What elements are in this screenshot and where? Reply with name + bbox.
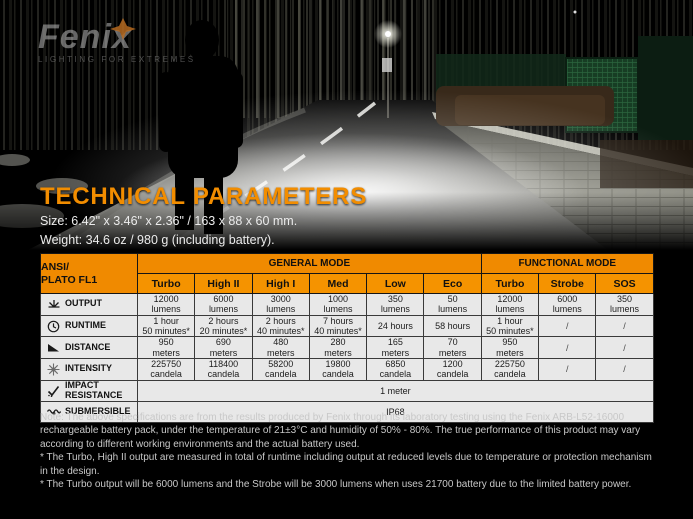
intensity-func-turbo: 225750 candela (480, 358, 540, 381)
col-eco: Eco (423, 273, 482, 294)
output-strobe: 6000 lumens (538, 293, 597, 316)
lamp-pole (387, 38, 389, 118)
table-row-output: OUTPUT 12000 lumens 6000 lumens 3000 lum… (40, 293, 654, 316)
runtime-high1: 2 hours 40 minutes* (251, 314, 310, 338)
row-label-runtime: RUNTIME (65, 320, 106, 331)
impact-icon (46, 385, 61, 397)
intensity-strobe: / (538, 358, 597, 381)
output-med: 1000 lumens (308, 293, 368, 316)
output-high1: 3000 lumens (251, 293, 310, 316)
output-func-turbo: 12000 lumens (480, 293, 540, 316)
page-title: TECHNICAL PARAMETERS (40, 183, 368, 210)
intensity-high2: 118400 candela (194, 358, 253, 381)
spec-table: ANSI/ PLATO FL1 GENERAL MODE FUNCTIONAL … (40, 253, 654, 423)
table-row-runtime: RUNTIME 1 hour 50 minutes* 2 hours 20 mi… (40, 314, 654, 338)
table-row-submersible: SUBMERSIBLE IP68 (40, 400, 654, 423)
intensity-turbo: 225750 candela (136, 358, 196, 381)
distance-med: 280 meters (308, 336, 368, 360)
col-func-turbo: Turbo (480, 273, 540, 294)
col-sos: SOS (595, 273, 654, 294)
output-eco: 50 lumens (423, 293, 482, 316)
row-label-output: OUTPUT (65, 298, 102, 309)
pole-sign (382, 58, 392, 72)
submersible-value: IP68 (137, 400, 654, 423)
bottom-fade (0, 192, 693, 250)
submersible-icon (46, 406, 61, 417)
impact-resistance-value: 1 meter (137, 379, 654, 402)
col-high2: High II (194, 273, 253, 294)
distance-eco: 70 meters (423, 336, 482, 360)
runtime-func-turbo: 1 hour 50 minutes* (480, 314, 540, 338)
col-high1: High I (251, 273, 310, 294)
table-row-intensity: INTENSITY 225750 candela 118400 candela … (40, 358, 654, 381)
row-label-submersible: SUBMERSIBLE (65, 405, 131, 416)
hero-photo: Fenix LIGHTING FOR EXTREMES TECHNICAL PA… (0, 0, 693, 250)
output-low: 350 lumens (366, 293, 425, 316)
distance-high1: 480 meters (251, 336, 310, 360)
runtime-high2: 2 hours 20 minutes* (194, 314, 253, 338)
row-label-intensity: INTENSITY (65, 363, 113, 374)
distant-light (573, 10, 577, 14)
runtime-sos: / (595, 314, 654, 338)
output-turbo: 12000 lumens (136, 293, 196, 316)
mode-columns-row: Turbo High II High I Med Low Eco Turbo S… (41, 273, 654, 294)
note-runtime-asterisk: * The Turbo, High II output are measured… (40, 452, 652, 477)
col-turbo: Turbo (136, 273, 196, 294)
runtime-turbo: 1 hour 50 minutes* (136, 314, 196, 338)
runtime-med: 7 hours 40 minutes* (308, 314, 368, 338)
note-lab-testing: Note: The above specifications are from … (40, 412, 641, 450)
ansi-corner-label: ANSI/ PLATO FL1 (40, 253, 138, 294)
distance-func-turbo: 950 meters (480, 336, 540, 360)
output-icon (46, 298, 61, 310)
table-row-distance: DISTANCE 950 meters 690 meters 480 meter… (40, 336, 654, 360)
table-row-impact: IMPACT RESISTANCE 1 meter (40, 379, 654, 402)
col-low: Low (366, 273, 425, 294)
distance-high2: 690 meters (194, 336, 253, 360)
col-strobe: Strobe (538, 273, 597, 294)
runtime-eco: 58 hours (423, 314, 482, 338)
intensity-sos: / (595, 358, 654, 381)
runtime-low: 24 hours (366, 314, 425, 338)
hero-text-block: TECHNICAL PARAMETERS Size: 6.42" x 3.46"… (40, 183, 680, 248)
functional-mode-header: FUNCTIONAL MODE (480, 253, 654, 274)
size-line: Size: 6.42" x 3.46" x 2.36" / 163 x 88 x… (40, 214, 298, 228)
lamp-light (385, 31, 391, 37)
distance-strobe: / (538, 336, 597, 360)
intensity-eco: 1200 candela (423, 358, 482, 381)
footnotes: Note: The above specifications are from … (40, 411, 655, 491)
note-21700-battery: * The Turbo output will be 6000 lumens a… (40, 479, 632, 491)
runtime-strobe: / (538, 314, 597, 338)
dark-fence-right (638, 36, 693, 140)
general-mode-header: GENERAL MODE (137, 253, 482, 274)
row-label-impact: IMPACT RESISTANCE (65, 379, 123, 400)
output-high2: 6000 lumens (194, 293, 253, 316)
night-scene (0, 0, 693, 250)
spec-table-wrap: ANSI/ PLATO FL1 GENERAL MODE FUNCTIONAL … (40, 253, 654, 423)
distance-icon (46, 342, 61, 354)
weight-line: Weight: 34.6 oz / 980 g (including batte… (40, 233, 275, 247)
intensity-high1: 58200 candela (251, 358, 310, 381)
row-label-distance: DISTANCE (65, 341, 111, 352)
col-med: Med (308, 273, 368, 294)
distance-turbo: 950 meters (136, 336, 196, 360)
distance-low: 165 meters (366, 336, 425, 360)
output-sos: 350 lumens (595, 293, 654, 316)
runtime-icon (46, 320, 61, 333)
intensity-med: 19800 candela (308, 358, 368, 381)
intensity-low: 6850 candela (366, 358, 425, 381)
distance-sos: / (595, 336, 654, 360)
intensity-icon (46, 363, 61, 376)
